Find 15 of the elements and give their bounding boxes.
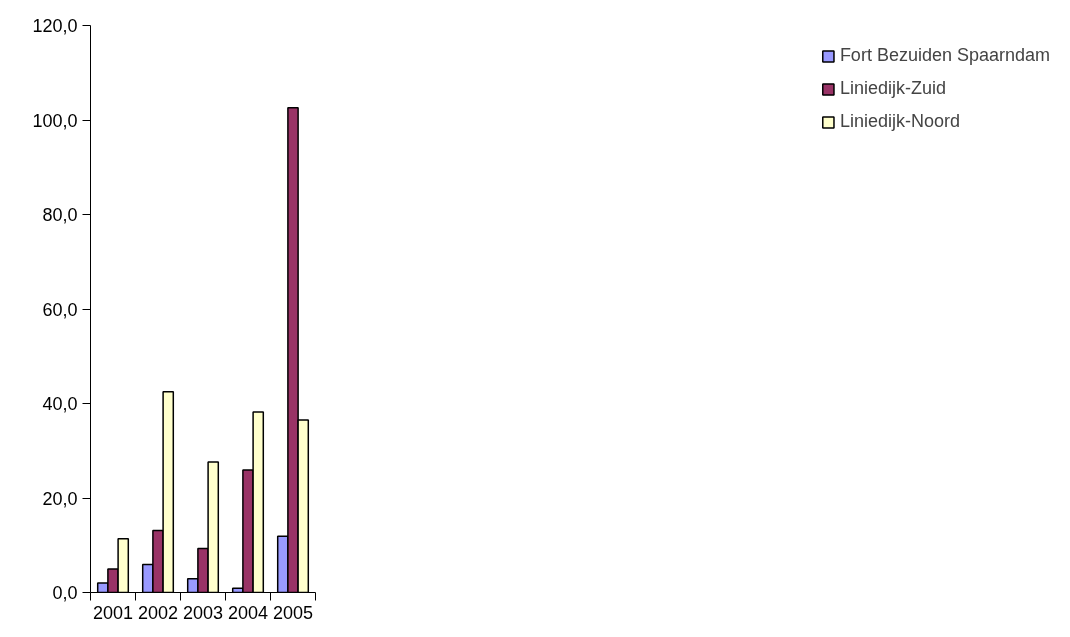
x-tick-label: 2001 <box>92 602 134 623</box>
y-tick-label: 80,0 <box>42 205 78 225</box>
x-tick-label: 2003 <box>182 602 224 623</box>
x-tick-label: 2002 <box>137 602 179 623</box>
legend-label: Liniedijk-Zuid <box>839 78 946 99</box>
y-tick-label: 120,0 <box>32 16 78 36</box>
y-tick-label: 40,0 <box>42 394 78 414</box>
legend-label: Liniedijk-Noord <box>839 111 960 132</box>
x-tick-label: 2005 <box>272 602 314 623</box>
y-tick-label: 0,0 <box>52 583 78 603</box>
x-tick-label: 2004 <box>227 602 269 623</box>
y-tick-label: 60,0 <box>42 299 78 320</box>
legend-label: Fort Bezuiden Spaarndam <box>839 45 1050 66</box>
y-tick-label: 100,0 <box>32 110 78 131</box>
y-tick-label: 20,0 <box>42 488 78 509</box>
